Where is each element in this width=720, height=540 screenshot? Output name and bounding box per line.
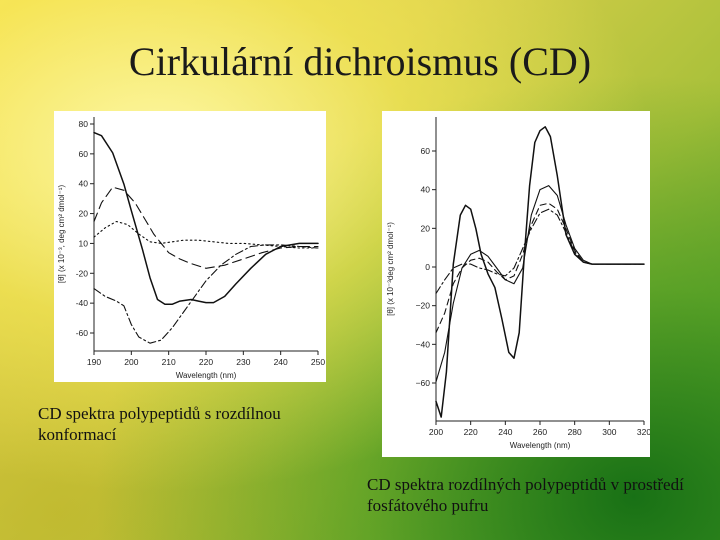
chart1-x-tick-label: 230 xyxy=(236,357,250,367)
chart2-y-tick-label: 20 xyxy=(421,223,431,233)
chart2-x-axis-label: Wavelength (nm) xyxy=(510,441,571,450)
chart1-x-tick-label: 190 xyxy=(87,357,101,367)
chart2-x-tick-label: 320 xyxy=(637,427,650,437)
chart1-x-tick-label: 210 xyxy=(162,357,176,367)
chart1-x-tick-label: 250 xyxy=(311,357,325,367)
chart1-y-tick-label: -40 xyxy=(76,298,89,308)
chart1-y-tick-label: 20 xyxy=(79,209,89,219)
chart2-series-1-line xyxy=(435,126,645,418)
chart1-series-4-line xyxy=(93,244,319,344)
chart2-series-4-line xyxy=(435,208,645,295)
chart1-y-tick-label: 10 xyxy=(79,238,89,248)
chart1-y-tick-label: -60 xyxy=(76,328,89,338)
chart1-x-tick-label: 220 xyxy=(199,357,213,367)
chart1-x-axis-label: Wavelength (nm) xyxy=(176,371,237,380)
chart1-series-2-line xyxy=(93,186,319,269)
chart1-y-tick-label: -20 xyxy=(76,268,89,278)
chart2-x-tick-label: 200 xyxy=(429,427,443,437)
chart2-y-axis-label: [θ] (x 10⁻³deg cm² dmol⁻¹) xyxy=(386,222,395,316)
caption-left: CD spektra polypeptidů s rozdílnou konfo… xyxy=(38,404,281,444)
chart2-x-tick-label: 220 xyxy=(464,427,478,437)
chart2-y-tick-label: 0 xyxy=(425,262,430,272)
cd-chart-conformations: 190 200 210 220 230 240 250 80 60 40 20 10 -20 -40 -60… xyxy=(54,111,326,382)
chart1-y-tick-label: 80 xyxy=(79,119,89,129)
chart2-y-tick-label: 40 xyxy=(421,185,431,195)
chart1-y-axis-label: [θ] (x 10⁻³, deg cm² dmol⁻¹) xyxy=(57,185,66,284)
chart2-y-tick-label: −40 xyxy=(416,339,431,349)
slide-title: Cirkulární dichroismus (CD) xyxy=(128,39,592,84)
chart2-y-tick-label: −20 xyxy=(416,301,431,311)
chart2-x-tick-label: 280 xyxy=(568,427,582,437)
chart1-y-tick-label: 60 xyxy=(79,149,89,159)
chart2-y-tick-label: −60 xyxy=(416,378,431,388)
chart2-series-3-line xyxy=(435,202,645,334)
chart1-y-tick-label: 40 xyxy=(79,179,89,189)
chart2-series-2-line xyxy=(435,185,645,383)
chart1-series-3-line xyxy=(93,220,319,249)
chart1-series-1-line xyxy=(93,131,319,305)
caption-right: CD spektra rozdílných polypeptidů v pros… xyxy=(367,475,684,515)
chart1-x-tick-label: 200 xyxy=(124,357,138,367)
cd-chart-phosphate-buffer: 200 220 240 260 280 300 320 60 40 20 0 −20 −40 −60 Wav… xyxy=(382,111,650,457)
chart2-y-tick-label: 60 xyxy=(421,146,431,156)
chart2-x-tick-label: 260 xyxy=(533,427,547,437)
chart2-x-tick-label: 300 xyxy=(602,427,616,437)
chart2-x-tick-label: 240 xyxy=(498,427,512,437)
chart1-x-tick-label: 240 xyxy=(274,357,288,367)
